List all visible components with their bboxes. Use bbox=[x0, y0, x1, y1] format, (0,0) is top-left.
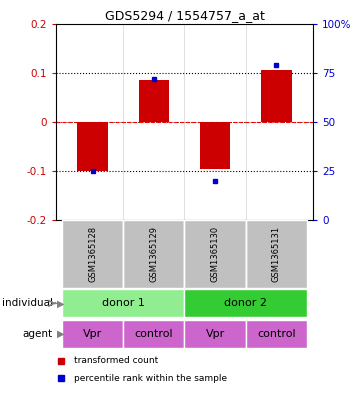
Bar bbox=[184, 220, 246, 288]
Text: GSM1365130: GSM1365130 bbox=[211, 226, 220, 282]
Text: ▶: ▶ bbox=[57, 329, 64, 339]
Text: donor 2: donor 2 bbox=[224, 298, 267, 309]
Title: GDS5294 / 1554757_a_at: GDS5294 / 1554757_a_at bbox=[104, 9, 265, 22]
Bar bbox=[246, 220, 307, 288]
Bar bbox=[62, 220, 123, 288]
Bar bbox=[77, 122, 108, 171]
Bar bbox=[62, 289, 184, 317]
Text: ▶: ▶ bbox=[57, 298, 64, 309]
Bar bbox=[123, 320, 184, 348]
Bar bbox=[200, 122, 230, 169]
Bar bbox=[184, 289, 307, 317]
Text: control: control bbox=[257, 329, 296, 339]
Text: control: control bbox=[135, 329, 173, 339]
Bar bbox=[246, 320, 307, 348]
Bar bbox=[261, 70, 292, 122]
Bar bbox=[62, 320, 123, 348]
Bar bbox=[184, 320, 246, 348]
Text: donor 1: donor 1 bbox=[102, 298, 145, 309]
Text: transformed count: transformed count bbox=[74, 356, 158, 365]
Text: GSM1365128: GSM1365128 bbox=[88, 226, 97, 282]
Text: GSM1365131: GSM1365131 bbox=[272, 226, 281, 282]
Text: agent: agent bbox=[23, 329, 53, 339]
Text: individual: individual bbox=[2, 298, 53, 309]
Text: percentile rank within the sample: percentile rank within the sample bbox=[74, 374, 227, 382]
Text: Vpr: Vpr bbox=[83, 329, 102, 339]
Text: Vpr: Vpr bbox=[206, 329, 225, 339]
Bar bbox=[139, 80, 169, 122]
Bar bbox=[123, 220, 184, 288]
Text: GSM1365129: GSM1365129 bbox=[149, 226, 158, 282]
